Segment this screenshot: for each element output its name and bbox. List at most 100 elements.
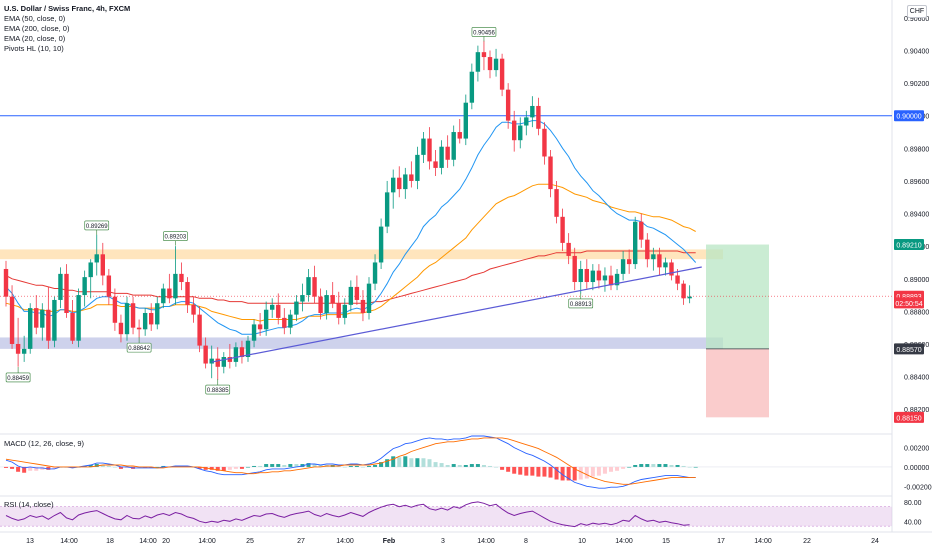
candle: [542, 122, 547, 165]
rsi-title[interactable]: RSI (14, close): [4, 500, 54, 509]
candle-body: [633, 221, 638, 265]
candle-layer[interactable]: [3, 40, 692, 380]
indicator-ema50[interactable]: EMA (50, close, 0): [4, 14, 66, 23]
macd-histogram-bar: [651, 464, 656, 467]
candle: [330, 282, 335, 309]
candle-body: [487, 57, 493, 71]
candle: [421, 132, 426, 164]
rsi-tick: 80.00: [904, 500, 922, 507]
macd-histogram-bar: [306, 463, 311, 467]
candle: [403, 167, 408, 199]
symbol-title[interactable]: U.S. Dollar / Swiss Franc, 4h, FXCM: [4, 4, 131, 13]
candle: [415, 146, 420, 190]
pivot-label: 0.88385: [205, 379, 231, 395]
macd-histogram-bar: [427, 459, 432, 467]
candle-body: [475, 52, 481, 72]
candle: [251, 319, 257, 348]
price-label-bg: [894, 411, 924, 423]
candle-body: [21, 348, 27, 354]
macd-histogram-bar: [403, 456, 408, 467]
pivot-label: 0.88459: [5, 366, 31, 383]
pivot-box: [84, 220, 110, 231]
candle: [639, 213, 644, 248]
candle: [584, 259, 589, 289]
time-axis[interactable]: 13 14:00 18 14:00 20 14:00 25 27 14:00 Feb 3 14:00 8…: [26, 538, 879, 545]
candle-body: [505, 89, 511, 121]
currency-button[interactable]: CHF: [907, 5, 927, 18]
candle: [505, 83, 511, 129]
candle: [263, 301, 269, 336]
candle-body: [288, 314, 293, 328]
pivot-box: [205, 384, 231, 395]
macd-histogram-bar: [16, 466, 21, 472]
time-tick: 22: [803, 538, 811, 545]
macd-pane[interactable]: 0.00200 0.00000 -0.00200: [0, 435, 932, 491]
macd-histogram-bar: [512, 466, 517, 474]
price-label: 0.88570: [894, 343, 924, 355]
candle: [294, 295, 299, 322]
macd-histogram-bar: [40, 466, 45, 470]
candle-body: [397, 177, 402, 190]
macd-histogram-bar: [118, 466, 123, 469]
pivot-label: 0.90456: [471, 27, 497, 42]
pivot-value: 0.89203: [165, 235, 187, 241]
indicator-pivots[interactable]: Pivots HL (10, 10): [4, 44, 64, 53]
time-tick: 10: [578, 538, 586, 545]
pivot-value: 0.90456: [473, 30, 495, 36]
macd-histogram-bar: [125, 466, 129, 468]
candle: [536, 97, 541, 136]
candle: [596, 264, 602, 289]
macd-histogram-bar: [209, 466, 214, 470]
candle: [427, 127, 432, 170]
rsi-pane[interactable]: 80.00 40.00: [0, 500, 922, 528]
candle-body: [34, 308, 39, 328]
macd-title[interactable]: MACD (12, 26, close, 9): [4, 439, 85, 448]
time-tick: 14:00: [477, 538, 495, 545]
macd-histogram-bar: [584, 466, 589, 479]
candle: [372, 254, 378, 291]
candle-body: [142, 312, 148, 330]
pivot-box: [471, 27, 497, 37]
candle: [40, 303, 45, 341]
macd-histogram-bar: [46, 466, 51, 470]
macd-tick: 0.00200: [904, 446, 929, 453]
candle-body: [155, 303, 160, 325]
macd-histogram-bar: [233, 466, 238, 469]
macd-histogram-bar: [312, 464, 317, 467]
macd-histogram-bar: [397, 457, 402, 467]
macd-histogram-bar: [475, 464, 480, 467]
chart-legend: U.S. Dollar / Swiss Franc, 4h, FXCM EMA …: [4, 4, 130, 54]
candle-body: [28, 308, 33, 349]
time-tick: 14:00: [615, 538, 633, 545]
candle: [554, 180, 559, 224]
candle: [106, 268, 112, 305]
price-tick: 0.89800: [904, 146, 929, 153]
candle-body: [306, 277, 311, 296]
candle-body: [263, 309, 269, 330]
candle: [227, 343, 233, 369]
candle-body: [669, 262, 674, 276]
candle-body: [276, 304, 281, 318]
time-tick: 14:00: [139, 538, 157, 545]
candle-body: [173, 273, 178, 299]
macd-histogram-bar: [481, 465, 486, 467]
candle-body: [354, 286, 360, 300]
candle-body: [384, 192, 390, 227]
candle-body: [572, 255, 577, 283]
candle: [318, 288, 323, 320]
time-tick: 14:00: [336, 538, 354, 545]
candle-body: [348, 286, 354, 305]
candle: [100, 242, 105, 286]
candle: [651, 247, 656, 271]
candle: [487, 50, 493, 79]
indicator-ema20[interactable]: EMA (20, close, 0): [4, 34, 66, 43]
macd-histogram-bar: [488, 465, 492, 467]
candle-body: [312, 277, 317, 297]
time-tick: 14:00: [754, 538, 772, 545]
indicator-ema200[interactable]: EMA (200, close, 0): [4, 24, 70, 33]
candle-body: [46, 309, 51, 341]
candle: [451, 125, 456, 167]
price-tick: 0.88400: [904, 375, 929, 382]
price-label-bg: [894, 343, 924, 355]
candle-body: [427, 138, 432, 162]
